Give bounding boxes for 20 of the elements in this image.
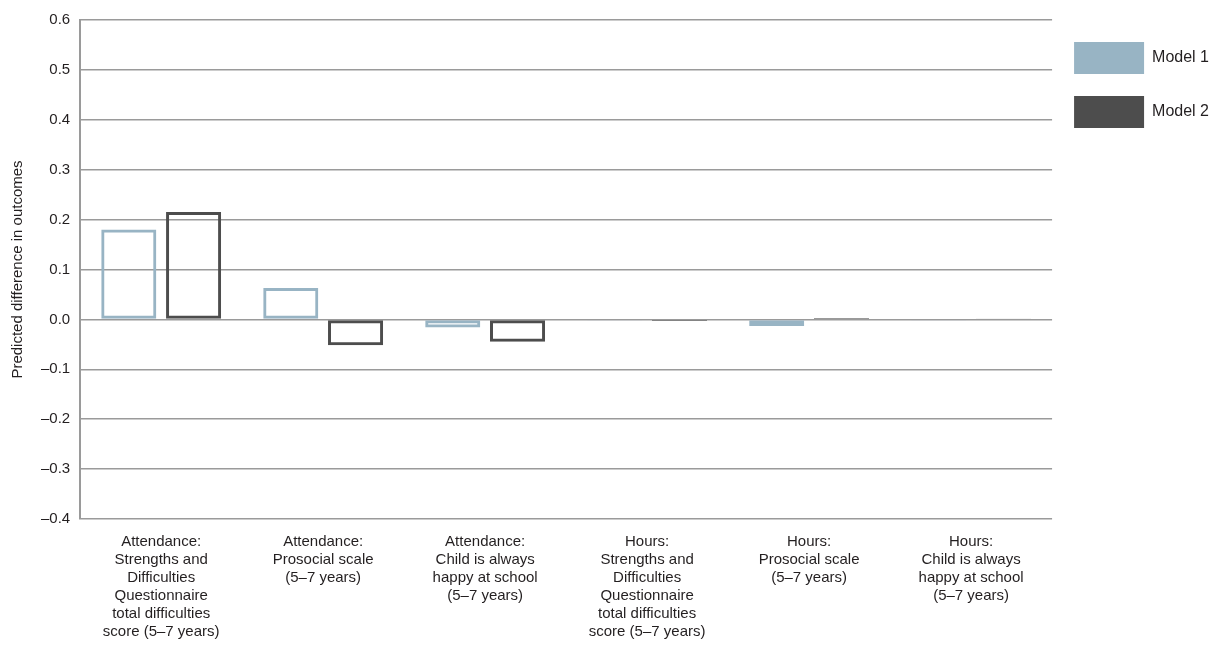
y-tick-label: 0.6 <box>49 10 71 28</box>
x-tick-label: Attendance: Child is always happy at school (5–7 years) <box>432 532 538 604</box>
y-tick-label: 0.4 <box>49 109 71 127</box>
y-axis-title: Predicted difference in outcomes <box>8 160 26 379</box>
y-tick-label: –0.2 <box>40 409 71 427</box>
y-tick-label: –0.1 <box>40 359 71 377</box>
y-tick-label: 0.1 <box>49 259 71 277</box>
legend-label: Model 1 <box>1152 48 1210 66</box>
x-tick-label: Attendance: Strengths and Difficulties Questionnaire total difficulties score (5–7 years) <box>102 532 220 640</box>
y-tick-label: 0.5 <box>49 60 71 78</box>
x-tick-label: Attendance: Prosocial scale (5–7 years) <box>272 532 374 586</box>
y-tick-label: –0.3 <box>40 459 71 477</box>
y-tick-label: 0.0 <box>49 309 71 327</box>
y-tick-label: 0.2 <box>49 209 71 227</box>
x-tick-label: Hours: Child is always happy at school (5–7 years) <box>918 532 1024 604</box>
x-tick-label: Hours: Strengths and Difficulties Questionnaire total difficulties score (5–7 years) <box>588 532 706 640</box>
x-tick-label: Hours: Prosocial scale (5–7 years) <box>758 532 860 586</box>
legend-label: Model 2 <box>1152 102 1210 120</box>
y-tick-label: 0.3 <box>49 159 71 177</box>
y-tick-label: –0.4 <box>40 509 71 527</box>
